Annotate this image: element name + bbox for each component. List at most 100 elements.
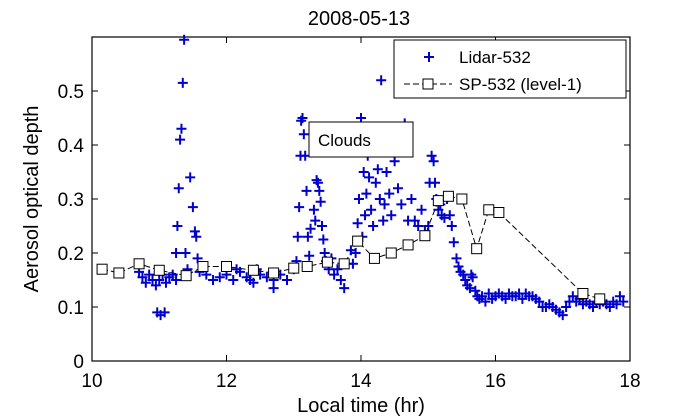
lidar532-point xyxy=(302,231,313,242)
lidar532-point xyxy=(451,253,462,264)
lidar532-point xyxy=(374,194,385,204)
lidar532-point xyxy=(360,210,371,221)
lidar532-point xyxy=(315,196,326,207)
lidar532-point xyxy=(180,248,191,258)
sp532-point xyxy=(96,263,108,275)
lidar532-point xyxy=(316,221,327,231)
lidar532-point xyxy=(416,204,427,215)
lidar532-point xyxy=(312,177,323,188)
lidar532-point xyxy=(384,188,395,199)
lidar532-point xyxy=(150,280,161,291)
lidar532-point xyxy=(310,215,321,226)
lidar532-point xyxy=(154,275,165,285)
lidar532-point xyxy=(171,275,182,285)
sp532-point xyxy=(368,252,380,264)
lidar532-point xyxy=(428,156,439,167)
lidar532-point xyxy=(444,210,455,221)
lidar532-point xyxy=(318,234,329,245)
legend-marker-square xyxy=(422,78,434,90)
lidar532-point xyxy=(389,156,400,167)
lidar532-point xyxy=(356,113,366,123)
lidar532-point xyxy=(187,202,198,213)
x-tick-label: 12 xyxy=(216,371,237,392)
sp532-point xyxy=(471,243,483,255)
sp532-point xyxy=(247,264,259,276)
legend-marker-plus xyxy=(424,52,434,62)
lidar532-point xyxy=(618,296,629,307)
lidar532-point xyxy=(137,272,148,283)
x-tick-label: 18 xyxy=(619,371,640,392)
sp532-point xyxy=(385,247,397,259)
lidar532-point xyxy=(208,275,219,285)
sp532-point xyxy=(456,193,468,205)
lidar532-point xyxy=(314,185,325,196)
legend-entry-lidar: Lidar-532 xyxy=(424,48,531,67)
lidar532-point xyxy=(460,275,471,285)
sp532-point xyxy=(180,270,192,282)
sp532-point xyxy=(577,288,589,299)
clouds-annotation: Clouds xyxy=(308,121,414,158)
lidar532-series xyxy=(134,34,629,321)
lidar532-point xyxy=(500,293,511,304)
sp532-point xyxy=(288,262,300,274)
lidar532-point xyxy=(378,215,389,226)
y-tick-label: 0.5 xyxy=(58,82,84,103)
sp532-point xyxy=(301,261,313,272)
lidar532-point xyxy=(177,77,188,88)
lidar532-point xyxy=(305,223,316,234)
lidar532-point xyxy=(297,113,308,123)
lidar532-point xyxy=(140,277,151,288)
lidar532-point xyxy=(409,215,420,226)
sp532-point xyxy=(338,258,350,270)
lidar532-point xyxy=(433,204,444,215)
lidar532-point xyxy=(439,212,450,223)
lidar532-point xyxy=(368,221,379,231)
lidar532-point xyxy=(429,177,440,188)
legend-label-lidar: Lidar-532 xyxy=(459,48,531,67)
lidar532-point xyxy=(350,248,361,258)
lidar532-point xyxy=(160,277,171,288)
lidar532-point xyxy=(464,283,475,294)
lidar532-point xyxy=(370,177,381,188)
lidar532-point xyxy=(228,275,239,285)
lidar532-point xyxy=(214,272,225,283)
sp532-point xyxy=(483,204,495,216)
lidar532-point xyxy=(185,172,196,183)
sp532-point xyxy=(594,293,606,305)
lidar532-point xyxy=(144,269,155,280)
lidar532-point xyxy=(179,34,190,45)
lidar532-point xyxy=(386,210,397,221)
lidar532-point xyxy=(301,185,312,196)
clouds-annotation-box xyxy=(308,121,414,158)
lidar532-point xyxy=(167,269,178,280)
lidar532-point xyxy=(534,296,545,307)
lidar532-point xyxy=(413,221,424,231)
lidar532-point xyxy=(172,221,183,231)
lidar532-point xyxy=(329,269,340,280)
lidar532-point xyxy=(366,204,377,215)
lidar532-point xyxy=(614,291,625,302)
lidar532-point xyxy=(453,261,464,272)
lidar532-point xyxy=(189,226,200,237)
lidar532-point xyxy=(396,199,407,210)
lidar532-point xyxy=(353,194,364,204)
y-tick-label: 0.2 xyxy=(58,244,84,265)
lidar532-point xyxy=(611,299,622,310)
x-tick-label: 16 xyxy=(485,371,506,392)
sp532-point xyxy=(221,261,232,272)
y-tick-label: 0.3 xyxy=(58,190,84,211)
series-layer xyxy=(96,34,629,321)
sp532-point xyxy=(493,207,505,218)
legend-label-sp: SP-532 (level-1) xyxy=(459,75,582,94)
lidar532-point xyxy=(282,275,293,285)
lidar532-point xyxy=(335,275,346,285)
lidar532-point xyxy=(159,307,170,318)
x-tick-label: 14 xyxy=(350,371,372,392)
lidar532-point xyxy=(561,302,572,312)
y-tick-label: 0.4 xyxy=(58,136,85,157)
lidar532-point xyxy=(480,296,491,307)
sp532-point xyxy=(113,267,125,279)
lidar532-point xyxy=(231,264,242,275)
lidar532-point xyxy=(364,172,375,183)
